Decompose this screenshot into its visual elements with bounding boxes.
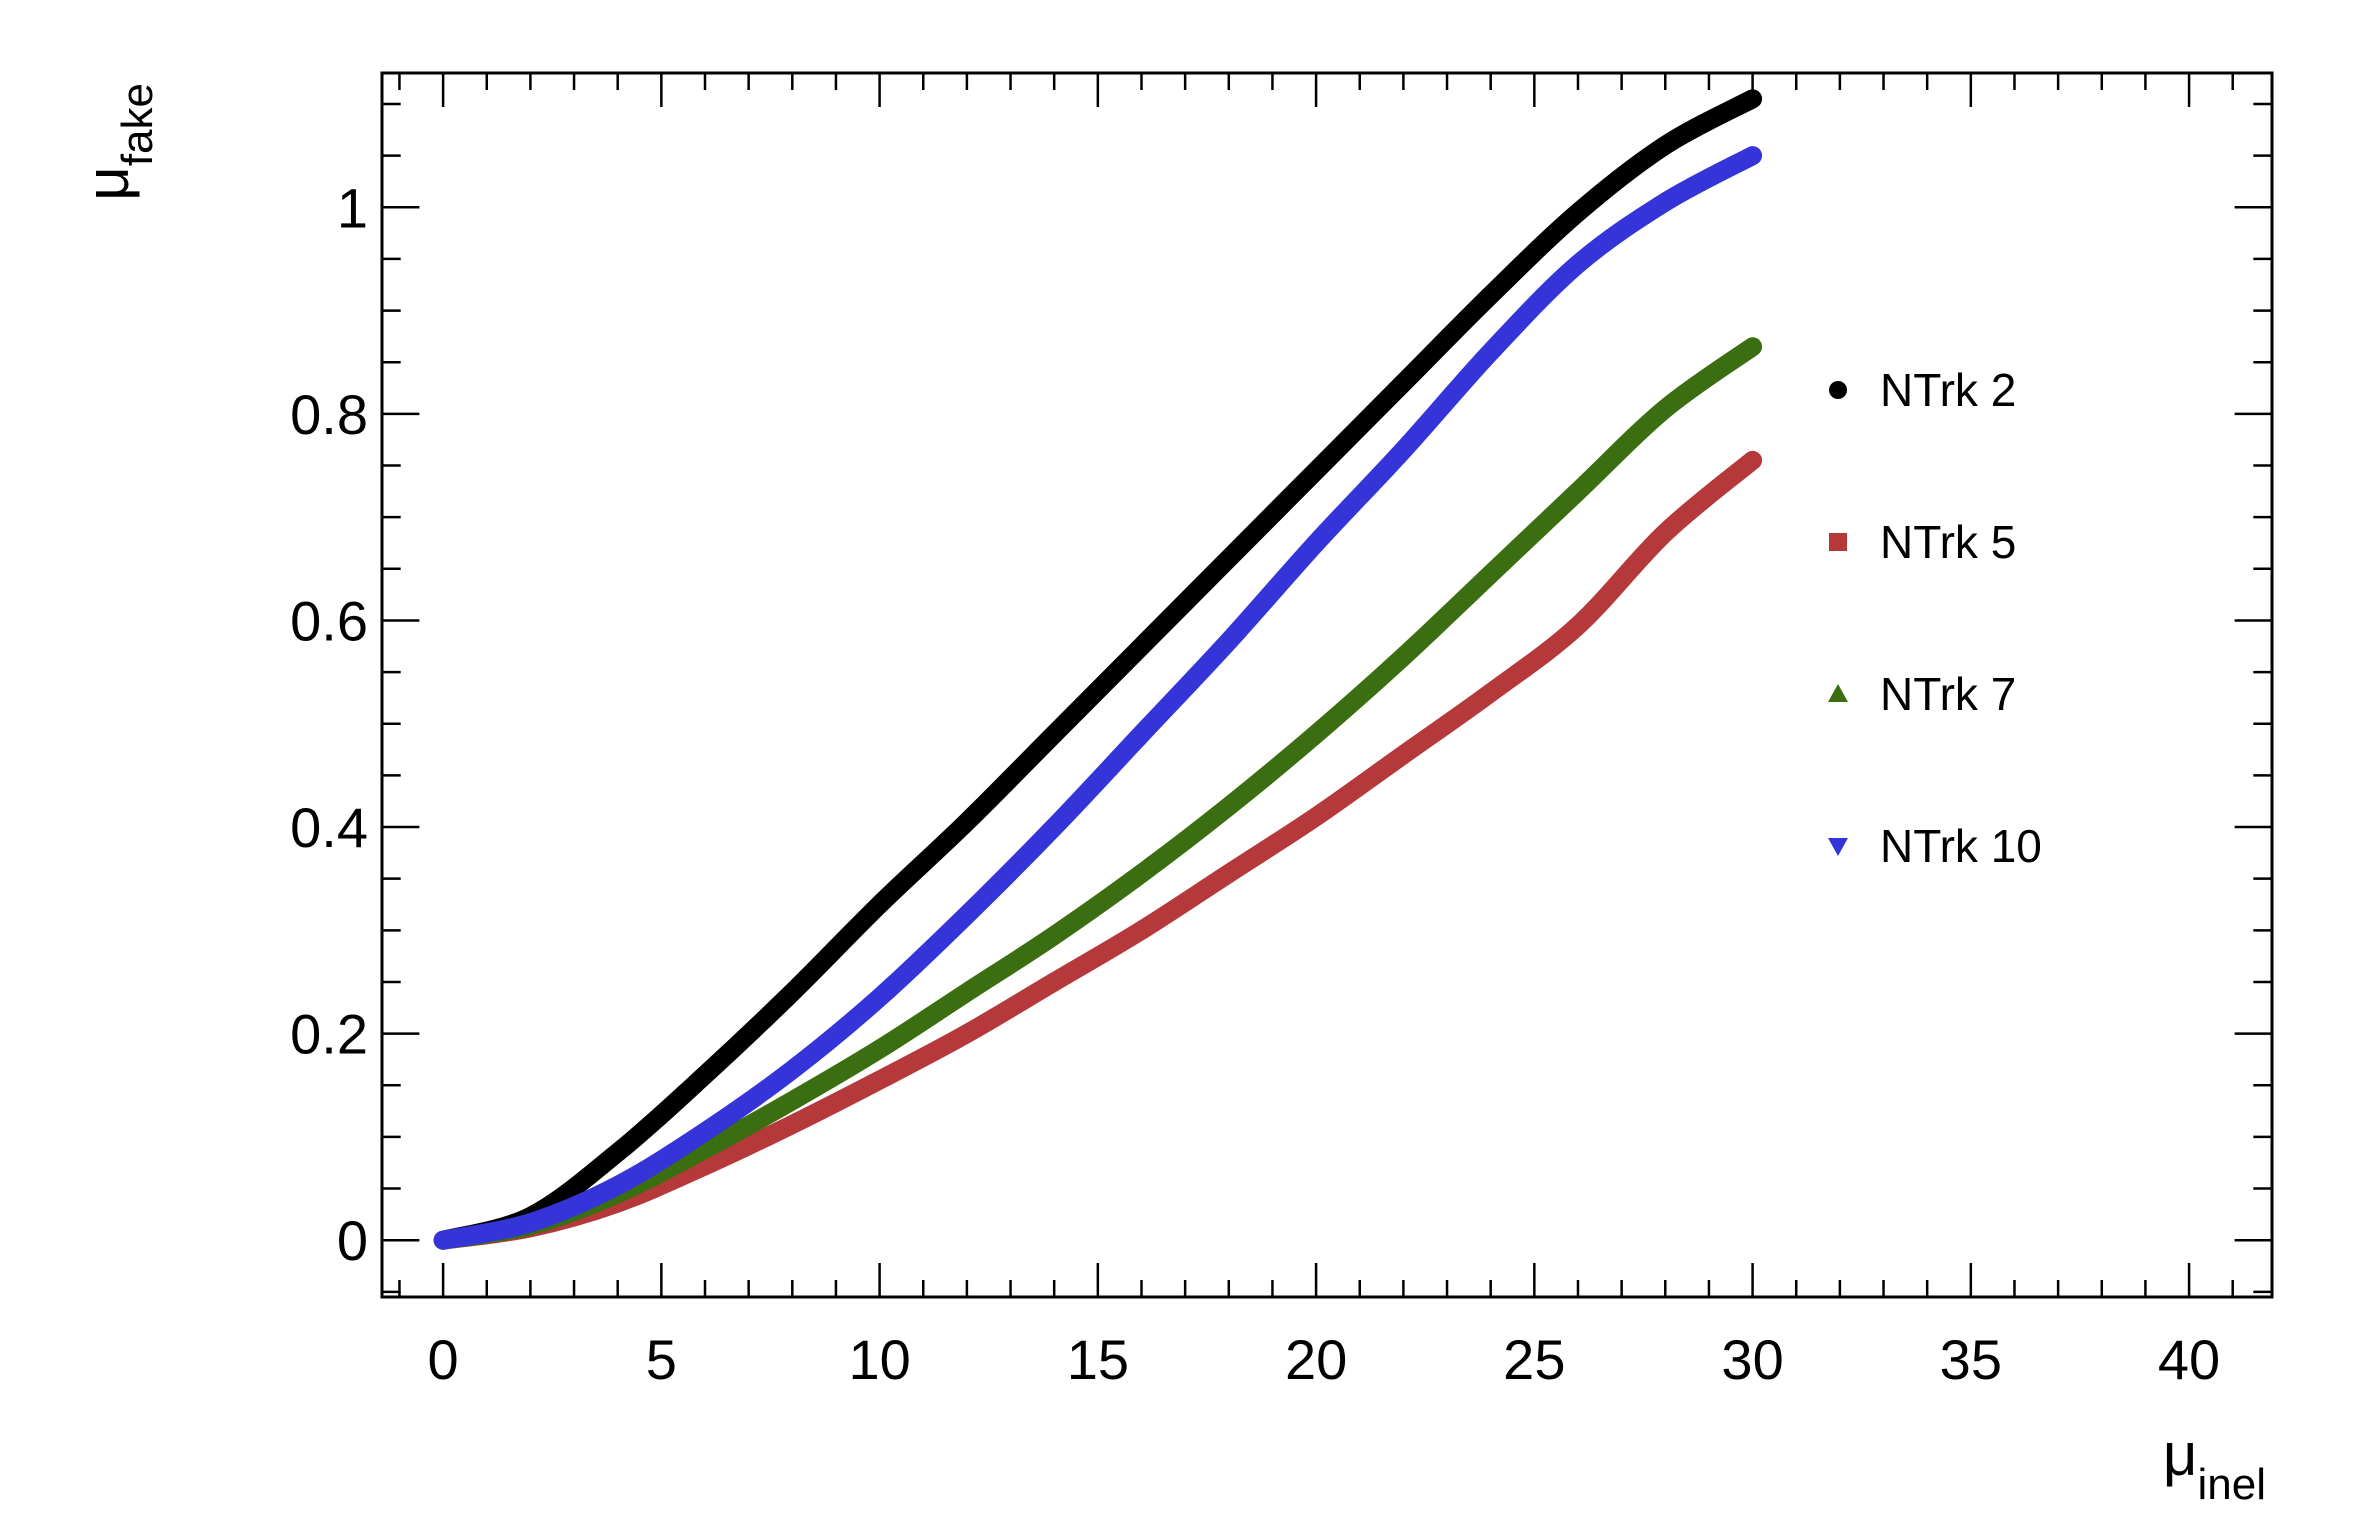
x-tick-label: 25 bbox=[1503, 1328, 1565, 1391]
legend-label: NTrk 5 bbox=[1880, 516, 2016, 568]
y-tick-label: 0 bbox=[337, 1209, 368, 1272]
y-tick-label: 1 bbox=[337, 176, 368, 239]
x-axis-title: μinel bbox=[2163, 1421, 2266, 1509]
data-series-group bbox=[433, 89, 1763, 1250]
legend-label: NTrk 2 bbox=[1880, 364, 2016, 416]
x-tick-label: 35 bbox=[1940, 1328, 2002, 1391]
legend-marker-square bbox=[1829, 533, 1847, 551]
axis-ticks bbox=[382, 73, 2272, 1297]
series-line-3 bbox=[433, 337, 1763, 1250]
y-tick-label: 0.6 bbox=[290, 589, 368, 652]
legend-marker-triangle-up bbox=[1828, 684, 1848, 702]
legend-marker-circle bbox=[1829, 381, 1847, 399]
x-tick-label: 20 bbox=[1285, 1328, 1347, 1391]
svg-text:μfake: μfake bbox=[74, 83, 162, 201]
x-tick-label: 40 bbox=[2158, 1328, 2220, 1391]
y-tick-label: 0.2 bbox=[290, 1003, 368, 1066]
x-axis-title-main: μ bbox=[2163, 1421, 2198, 1488]
series-line-1 bbox=[433, 89, 1763, 1250]
legend-entry: NTrk 7 bbox=[1828, 668, 2016, 720]
legend-entry: NTrk 5 bbox=[1829, 516, 2016, 568]
x-tick-label: 5 bbox=[646, 1328, 677, 1391]
series-line-2 bbox=[433, 450, 1763, 1250]
y-tick-label: 0.8 bbox=[290, 383, 368, 446]
legend-entry: NTrk 10 bbox=[1828, 820, 2042, 872]
y-axis-title: μfake bbox=[74, 83, 162, 201]
x-tick-label: 0 bbox=[428, 1328, 459, 1391]
legend-entry: NTrk 2 bbox=[1829, 364, 2016, 416]
y-axis-title-sub: fake bbox=[113, 83, 162, 166]
x-axis-title-sub: inel bbox=[2198, 1460, 2267, 1509]
y-axis-title-main: μ bbox=[74, 166, 141, 201]
y-tick-label: 0.4 bbox=[290, 796, 368, 859]
x-tick-label: 10 bbox=[848, 1328, 910, 1391]
plot-frame bbox=[380, 71, 2274, 1299]
series-line-4 bbox=[433, 146, 1763, 1250]
legend-label: NTrk 7 bbox=[1880, 668, 2016, 720]
x-tick-label: 15 bbox=[1067, 1328, 1129, 1391]
legend: NTrk 2 NTrk 5 NTrk 7 NTrk 10 bbox=[1828, 364, 2042, 872]
axis-tick-labels: 0 5 10 15 20 25 30 35 40 0 0.2 0.4 0.6 0.8 1 bbox=[290, 176, 2220, 1391]
legend-marker-triangle-down bbox=[1828, 838, 1848, 856]
legend-label: NTrk 10 bbox=[1880, 820, 2042, 872]
x-tick-label: 30 bbox=[1721, 1328, 1783, 1391]
